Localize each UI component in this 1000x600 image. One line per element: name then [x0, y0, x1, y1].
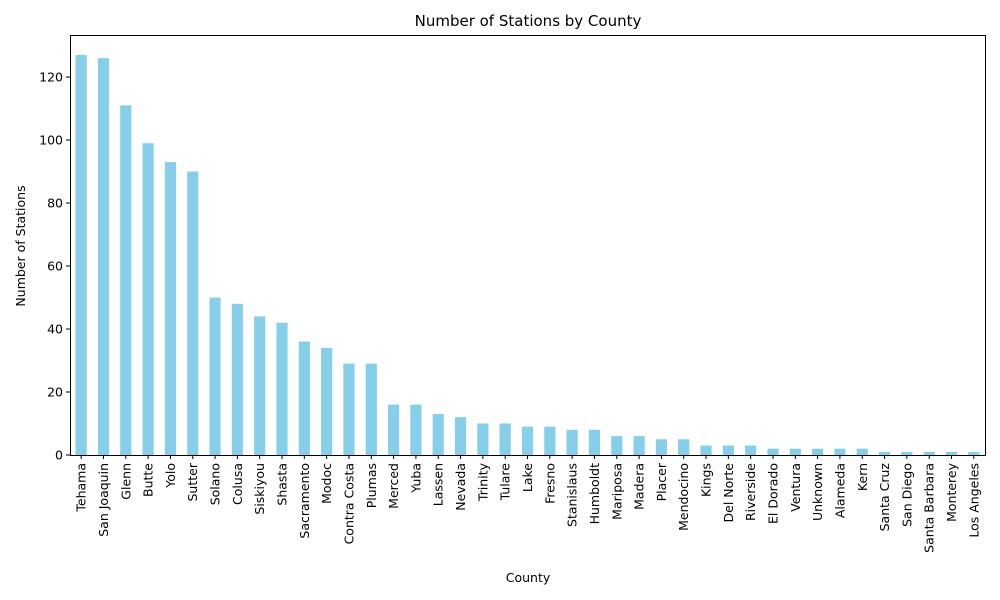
- bar-monterey: [945, 451, 958, 455]
- x-tick-label: Butte: [141, 463, 156, 497]
- x-tick-label: Humboldt: [587, 463, 602, 524]
- bar-shasta: [276, 322, 288, 455]
- bar-san-joaquin: [97, 58, 110, 456]
- x-tick-label: Fresno: [542, 463, 557, 504]
- bar-unknown: [812, 448, 824, 455]
- bar-el-dorado: [767, 448, 779, 455]
- bar-sutter: [187, 171, 199, 456]
- bar-modoc: [321, 347, 333, 455]
- bar-tulare: [499, 423, 511, 455]
- x-tick-label: Santa Cruz: [877, 463, 892, 532]
- x-tick-label: Stanislaus: [565, 463, 580, 527]
- x-tick-label: Lassen: [431, 463, 446, 506]
- x-tick-label: Modoc: [319, 463, 334, 504]
- bar-lassen: [432, 414, 444, 455]
- x-tick-label: Tulare: [498, 463, 513, 502]
- x-tick-label: Sacramento: [297, 463, 312, 539]
- bar-siskiyou: [254, 316, 266, 455]
- bar-ventura: [789, 448, 801, 455]
- bar-yuba: [410, 404, 422, 455]
- plot-frame: [70, 35, 986, 456]
- x-tick-label: Del Norte: [721, 463, 736, 523]
- bar-los-angeles: [968, 451, 980, 455]
- bar-nevada: [454, 417, 467, 455]
- bar-glenn: [120, 105, 132, 455]
- bar-placer: [655, 439, 667, 455]
- x-tick-label: Sutter: [185, 462, 200, 501]
- chart-title: Number of Stations by County: [415, 12, 642, 30]
- bar-trinity: [477, 423, 489, 455]
- x-axis-label: County: [506, 570, 551, 585]
- bar-sacramento: [298, 341, 310, 455]
- x-tick-label: Shasta: [275, 463, 290, 506]
- x-tick-label: Kings: [699, 463, 714, 497]
- bar-lake: [521, 426, 534, 455]
- x-tick-label: Nevada: [453, 463, 468, 511]
- bar-santa-barbara: [923, 451, 935, 455]
- x-tick-label: Yuba: [408, 463, 423, 494]
- bar-santa-cruz: [878, 451, 891, 455]
- x-tick-label: Siskiyou: [252, 463, 267, 515]
- x-tick-label: Merced: [386, 463, 401, 509]
- bar-humboldt: [588, 429, 601, 455]
- x-tick-label: Mendocino: [676, 463, 691, 531]
- x-tick-label: Solano: [208, 463, 223, 505]
- bar-butte: [142, 143, 154, 455]
- x-tick-label: Santa Barbara: [922, 463, 937, 553]
- bar-yolo: [164, 162, 177, 455]
- bar-mariposa: [611, 436, 623, 455]
- x-tick-label: Glenn: [118, 463, 133, 500]
- y-tick-label: 100: [39, 133, 63, 148]
- x-tick-label: Lake: [520, 463, 535, 492]
- y-tick-label: 60: [47, 259, 63, 274]
- x-tick-label: Ventura: [788, 463, 803, 512]
- y-tick-label: 0: [55, 448, 63, 463]
- bar-del-norte: [722, 445, 734, 455]
- x-tick-label: Colusa: [230, 463, 245, 505]
- bar-kings: [700, 445, 712, 455]
- y-axis-label: Number of Stations: [13, 185, 28, 306]
- bar-solano: [209, 297, 221, 455]
- x-tick-label: Mariposa: [609, 463, 624, 520]
- bar-fresno: [544, 426, 556, 455]
- bar-kern: [856, 448, 868, 455]
- bar-contra-costa: [343, 363, 355, 455]
- bar-alameda: [834, 448, 846, 455]
- bar-tehama: [75, 55, 87, 455]
- y-tick-label: 40: [47, 322, 63, 337]
- y-axis: 0 20 40 60 80 100 120: [39, 70, 70, 463]
- x-tick-label: Placer: [654, 462, 669, 501]
- bar-riverside: [745, 445, 757, 455]
- x-tick-label: Tehama: [74, 463, 89, 513]
- bar-mendocino: [678, 439, 690, 455]
- x-tick-label: Alameda: [832, 463, 847, 518]
- bar-san-diego: [901, 451, 913, 455]
- x-tick-label: Riverside: [743, 463, 758, 521]
- x-tick-label: Trinity: [475, 462, 490, 502]
- x-tick-label: Monterey: [944, 462, 959, 522]
- bar-plumas: [365, 363, 377, 455]
- bars-group: [75, 55, 980, 456]
- y-tick-label: 80: [47, 196, 63, 211]
- x-tick-label: San Joaquin: [96, 463, 111, 537]
- bar-madera: [633, 436, 645, 455]
- y-tick-label: 20: [47, 385, 63, 400]
- y-tick-label: 120: [39, 70, 63, 85]
- bar-stanislaus: [566, 429, 578, 455]
- x-tick-label: Unknown: [810, 463, 825, 521]
- x-tick-label: Yolo: [163, 463, 178, 489]
- x-tick-label: El Dorado: [765, 463, 780, 524]
- x-axis: Tehama San Joaquin Glenn Butte Yolo Sutter Sol…: [74, 455, 981, 553]
- x-tick-label: Kern: [855, 463, 870, 491]
- x-tick-label: Madera: [632, 463, 647, 510]
- x-tick-label: Contra Costa: [341, 463, 356, 544]
- x-tick-label: San Diego: [899, 463, 914, 527]
- x-tick-label: Los Angeles: [966, 463, 981, 538]
- bar-merced: [388, 404, 400, 455]
- bar-colusa: [231, 303, 243, 455]
- x-tick-label: Plumas: [364, 463, 379, 508]
